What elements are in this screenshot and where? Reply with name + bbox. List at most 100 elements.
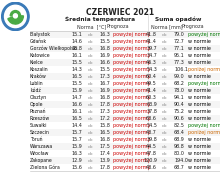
Text: do: do xyxy=(162,103,168,107)
Circle shape xyxy=(2,2,29,31)
Text: powyżej normy: powyżej normy xyxy=(113,151,150,156)
Text: 60.4: 60.4 xyxy=(146,74,157,79)
Text: CZERWIEC 2021: CZERWIEC 2021 xyxy=(86,8,154,17)
Text: do: do xyxy=(87,68,93,72)
Bar xyxy=(30,136,220,143)
Text: powyżej normy: powyżej normy xyxy=(113,130,150,135)
Text: 43.6: 43.6 xyxy=(146,165,157,170)
Text: do: do xyxy=(162,33,168,37)
Text: 15.5: 15.5 xyxy=(71,81,82,86)
Text: do: do xyxy=(162,166,168,170)
Text: powyżej normy: powyżej normy xyxy=(113,32,150,37)
Text: 15.6: 15.6 xyxy=(71,165,82,170)
Text: 16.5: 16.5 xyxy=(71,116,82,121)
Text: 41.8: 41.8 xyxy=(146,32,157,37)
Text: w normie: w normie xyxy=(188,109,211,114)
Text: do: do xyxy=(162,89,168,93)
Text: 16.8: 16.8 xyxy=(99,46,110,51)
Text: do: do xyxy=(87,61,93,65)
Text: 68.7: 68.7 xyxy=(174,165,185,170)
Text: do: do xyxy=(87,47,93,51)
Text: do: do xyxy=(87,117,93,121)
Text: 16.8: 16.8 xyxy=(99,95,110,100)
Bar xyxy=(30,101,220,108)
Bar xyxy=(30,52,220,59)
Text: w normie: w normie xyxy=(188,144,211,149)
Circle shape xyxy=(13,14,17,18)
Text: Średnia temperatura: Średnia temperatura xyxy=(65,16,135,22)
Text: w normie: w normie xyxy=(188,95,211,100)
Text: 15.5: 15.5 xyxy=(99,67,110,72)
Text: 68.9: 68.9 xyxy=(174,137,185,142)
Text: 77.1: 77.1 xyxy=(174,46,185,51)
Text: 99.0: 99.0 xyxy=(174,74,185,79)
Text: Norma [mm]: Norma [mm] xyxy=(151,24,183,29)
Text: powyżej normy: powyżej normy xyxy=(188,81,220,86)
Text: Norma  [°C]: Norma [°C] xyxy=(77,24,107,29)
Text: do: do xyxy=(162,138,168,142)
Text: 49.5: 49.5 xyxy=(146,81,157,86)
Text: poniżej normy: poniżej normy xyxy=(188,130,220,135)
Text: w normie: w normie xyxy=(188,158,211,163)
Text: do: do xyxy=(87,82,93,86)
Text: powyżej normy: powyżej normy xyxy=(113,60,150,65)
Text: 16.1: 16.1 xyxy=(71,53,82,58)
Text: powyżej normy: powyżej normy xyxy=(113,116,150,121)
Bar xyxy=(30,31,220,38)
Text: do: do xyxy=(87,96,93,100)
Text: 15.8: 15.8 xyxy=(71,46,82,51)
Text: 90.4: 90.4 xyxy=(174,102,185,107)
Text: 63.9: 63.9 xyxy=(146,102,157,107)
Text: do: do xyxy=(87,75,93,79)
Text: w normie: w normie xyxy=(188,74,211,79)
Text: 68.4: 68.4 xyxy=(174,130,185,135)
Text: 13.9: 13.9 xyxy=(99,158,110,163)
Text: 41.4: 41.4 xyxy=(146,39,157,44)
Text: 79.0: 79.0 xyxy=(174,32,185,37)
Text: Toruń: Toruń xyxy=(30,137,42,142)
Text: do: do xyxy=(162,54,168,58)
Text: 54.5: 54.5 xyxy=(146,123,157,128)
Text: w normie: w normie xyxy=(188,60,211,65)
Text: 54.3: 54.3 xyxy=(146,67,157,72)
Bar xyxy=(30,59,220,66)
Bar xyxy=(30,108,220,115)
Bar xyxy=(30,157,220,164)
Text: 77.3: 77.3 xyxy=(174,60,185,65)
Text: do: do xyxy=(162,159,168,163)
Text: w normie: w normie xyxy=(188,39,211,44)
Text: Prognoza: Prognoza xyxy=(182,24,204,29)
Text: do: do xyxy=(162,117,168,121)
Text: 14.3: 14.3 xyxy=(71,67,82,72)
Text: Wrocław: Wrocław xyxy=(30,151,49,156)
Text: 17.4: 17.4 xyxy=(99,151,110,156)
Text: 17.8: 17.8 xyxy=(99,165,110,170)
Text: do: do xyxy=(162,82,168,86)
Text: 78.0: 78.0 xyxy=(174,88,185,93)
Text: do: do xyxy=(87,138,93,142)
Bar xyxy=(30,45,220,52)
Text: 75.2: 75.2 xyxy=(174,109,185,114)
Text: 17.5: 17.5 xyxy=(99,144,110,149)
Bar xyxy=(30,164,220,171)
Text: powyżej normy: powyżej normy xyxy=(113,39,150,44)
Text: 16.7: 16.7 xyxy=(99,81,110,86)
Bar xyxy=(30,122,220,129)
Text: 43.7: 43.7 xyxy=(146,130,157,135)
Bar xyxy=(30,94,220,101)
Text: 15.7: 15.7 xyxy=(71,137,82,142)
Text: powyżej normy: powyżej normy xyxy=(113,88,150,93)
Text: do: do xyxy=(162,40,168,44)
Text: powyżej normy: powyżej normy xyxy=(113,81,150,86)
Bar xyxy=(30,143,220,150)
Text: w normie: w normie xyxy=(188,165,211,170)
Text: powyżej normy: powyżej normy xyxy=(113,144,150,149)
Text: 95.1: 95.1 xyxy=(174,53,185,58)
Text: do: do xyxy=(87,124,93,128)
Text: 46.3: 46.3 xyxy=(146,60,157,65)
Text: w normie: w normie xyxy=(188,137,211,142)
Text: w normie: w normie xyxy=(188,151,211,156)
Text: 72.7: 72.7 xyxy=(174,39,185,44)
Text: do: do xyxy=(87,166,93,170)
Text: 14.6: 14.6 xyxy=(71,39,82,44)
